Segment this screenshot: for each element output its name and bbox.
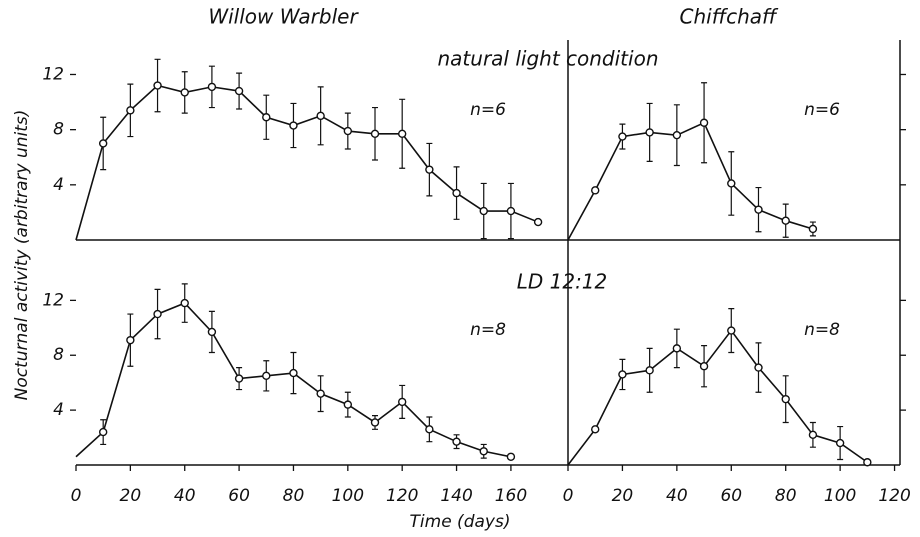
- data-point: [234, 86, 244, 96]
- x-tick-label: 120: [386, 486, 418, 506]
- column-title: Willow Warbler: [208, 5, 359, 29]
- data-point: [98, 139, 108, 148]
- data-point: [343, 400, 353, 409]
- data-line: [567, 329, 868, 466]
- data-point: [754, 363, 763, 372]
- data-point: [754, 205, 763, 214]
- data-point: [699, 118, 709, 127]
- data-point: [506, 452, 516, 461]
- data-point: [425, 425, 434, 434]
- data-point: [126, 335, 135, 345]
- x-tick-label: 40: [174, 486, 196, 506]
- y-tick-label: 12: [42, 64, 64, 84]
- x-axis-label: Time (days): [410, 512, 511, 532]
- data-point: [863, 458, 872, 467]
- x-tick-label: 120: [878, 486, 910, 506]
- data-point: [618, 132, 627, 141]
- data-point: [479, 206, 488, 216]
- y-tick-label: 8: [53, 345, 64, 365]
- data-point: [370, 129, 380, 138]
- y-tick-label: 12: [42, 290, 64, 310]
- annotation: n=6: [804, 100, 840, 120]
- y-tick-label: 4: [53, 400, 64, 420]
- x-tick-label: 0: [71, 486, 82, 506]
- data-line: [567, 121, 814, 241]
- data-point: [452, 437, 461, 446]
- data-point: [397, 397, 407, 407]
- data-line: [75, 84, 539, 241]
- data-point: [645, 128, 654, 137]
- data-point: [153, 309, 162, 319]
- x-tick-label: 100: [332, 486, 364, 506]
- data-point: [808, 430, 818, 440]
- data-point: [672, 130, 682, 140]
- x-tick-label: 40: [666, 486, 688, 506]
- data-point: [808, 224, 818, 234]
- x-tick-label: 80: [283, 486, 305, 506]
- data-point: [425, 165, 434, 174]
- data-point: [672, 344, 682, 353]
- x-tick-label: 60: [228, 486, 250, 506]
- data-point: [727, 179, 736, 188]
- x-tick-label: 160: [495, 486, 527, 506]
- data-point: [343, 126, 353, 136]
- data-point: [533, 217, 543, 227]
- data-point: [591, 186, 600, 195]
- annotation: n=8: [804, 320, 840, 340]
- y-axis-label: Nocturnal activity (arbitrary units): [12, 110, 32, 401]
- data-point: [180, 88, 189, 97]
- data-point: [645, 366, 654, 375]
- x-tick-label: 80: [775, 486, 797, 506]
- data-point: [207, 327, 217, 337]
- x-tick-label: 20: [612, 486, 634, 506]
- data-point: [262, 371, 271, 381]
- data-point: [234, 374, 244, 383]
- data-point: [289, 368, 298, 378]
- data-point: [727, 326, 736, 335]
- data-point: [207, 82, 217, 92]
- data-point: [506, 206, 516, 216]
- data-point: [699, 362, 709, 371]
- data-point: [781, 394, 790, 404]
- column-title: Chiffchaff: [680, 5, 780, 29]
- data-point: [370, 418, 380, 427]
- annotation: n=6: [470, 100, 506, 120]
- y-tick-label: 4: [53, 175, 64, 195]
- data-point: [262, 113, 271, 122]
- x-tick-label: 100: [824, 486, 856, 506]
- data-point: [289, 121, 298, 130]
- x-tick-label: 20: [120, 486, 142, 506]
- data-point: [479, 447, 488, 456]
- data-point: [126, 106, 135, 115]
- row-title: LD 12:12: [517, 270, 608, 294]
- data-point: [316, 389, 325, 398]
- x-tick-label: 60: [720, 486, 742, 506]
- data-point: [452, 188, 461, 198]
- data-point: [397, 129, 407, 138]
- y-tick-label: 8: [53, 120, 64, 140]
- data-point: [618, 370, 627, 379]
- data-point: [835, 438, 845, 448]
- x-tick-label: 0: [563, 486, 574, 506]
- data-point: [153, 81, 162, 90]
- data-point: [781, 216, 790, 225]
- data-point: [180, 298, 189, 308]
- data-point: [591, 425, 600, 434]
- x-tick-label: 140: [440, 486, 472, 506]
- data-point: [98, 427, 108, 437]
- data-point: [316, 111, 325, 121]
- annotation: n=8: [470, 320, 506, 340]
- row-title: natural light condition: [438, 47, 659, 71]
